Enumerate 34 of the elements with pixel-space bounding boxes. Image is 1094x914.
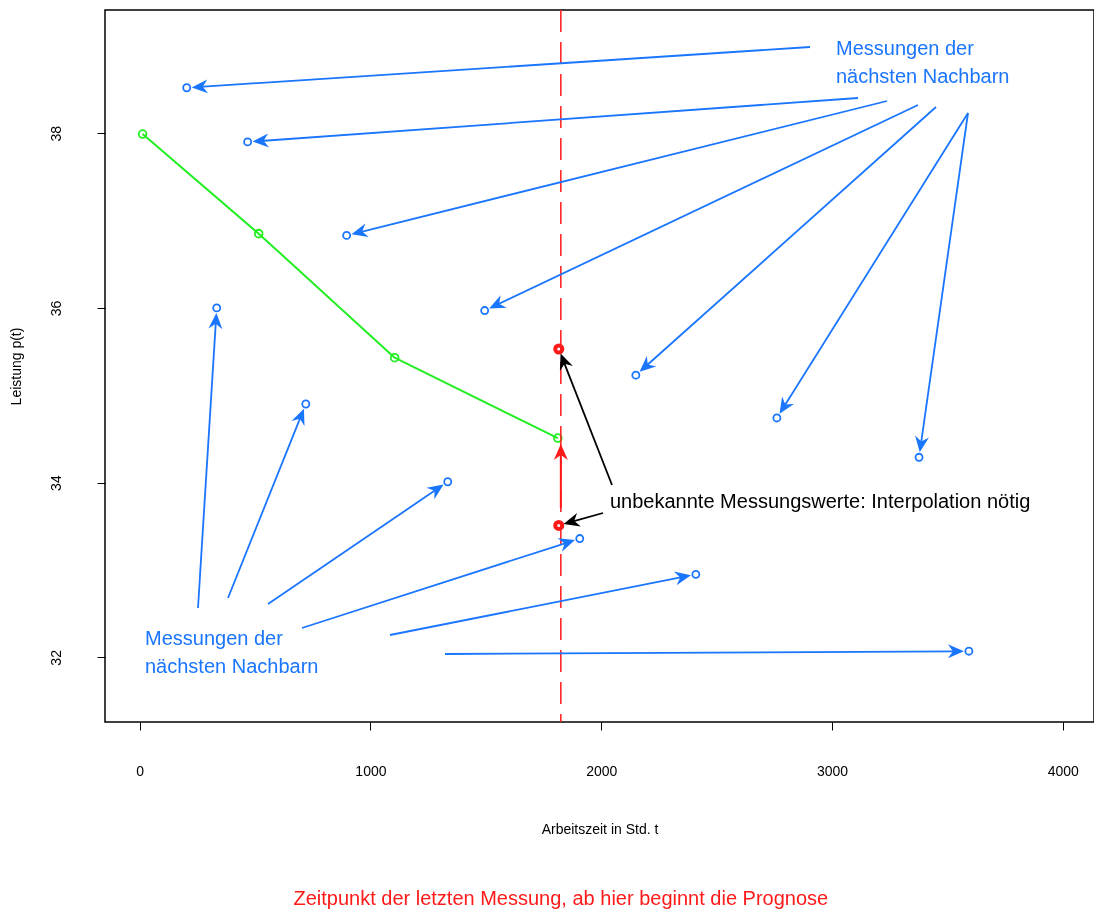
y-tick-label: 32 (47, 649, 64, 666)
ref-line-label: Zeitpunkt der letzten Messung, ab hier beginnt die Prognose (293, 887, 829, 909)
x-tick-label: 0 (136, 762, 145, 779)
point (553, 343, 565, 355)
x-tick-label: 3000 (816, 762, 849, 779)
point (553, 519, 565, 531)
point (389, 352, 400, 363)
y-tick-label: 34 (47, 475, 64, 491)
point (253, 228, 264, 239)
annotation: Messungen der nächsten Nachbarn (836, 37, 1010, 87)
y-axis-title: Leistung p(t) (7, 327, 24, 406)
point (631, 370, 641, 380)
annotation: Messungen der nächsten Nachbarn (145, 627, 319, 677)
point (443, 477, 453, 487)
x-tick-label: 2000 (586, 762, 618, 779)
point (772, 413, 782, 423)
annotation: unbekannte Messungswerte: Interpolation nötig (610, 490, 1031, 512)
point (212, 303, 222, 313)
point (575, 534, 585, 543)
y-tick-label: 38 (47, 125, 64, 142)
x-axis-title: Arbeitszeit in Std. t (541, 820, 659, 837)
y-tick-label: 36 (47, 300, 64, 317)
point (182, 83, 192, 93)
point (342, 230, 352, 240)
point (553, 433, 563, 443)
point (301, 399, 311, 409)
point (480, 306, 490, 315)
point (137, 129, 148, 139)
point (914, 452, 924, 462)
point (691, 569, 701, 579)
x-tick-label: 1000 (355, 762, 387, 779)
point (964, 646, 974, 656)
point (243, 137, 253, 147)
x-tick-label: 4000 (1047, 762, 1080, 779)
